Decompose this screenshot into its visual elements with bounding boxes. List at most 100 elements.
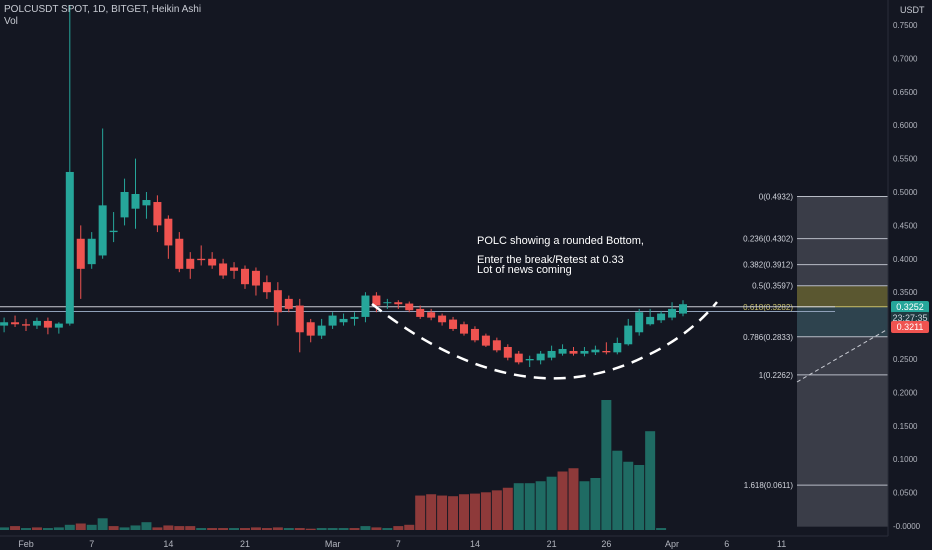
candle-body [43,320,52,328]
fib-label: 0.5(0.3597) [752,282,793,291]
volume-bar [240,528,250,530]
y-tick-label: 0.2000 [893,388,918,397]
candle-body [503,346,512,358]
volume-bar [294,528,305,530]
candle-body [591,349,600,353]
x-tick-label: 6 [724,539,729,549]
candle-body [328,315,337,326]
candle-body [602,350,611,353]
volume-bar [535,481,546,530]
volume-bar [404,524,415,530]
candle-body [295,305,304,333]
volume-bar [491,490,502,530]
volume-bar [568,468,579,530]
y-tick-label: 0.6000 [893,121,918,130]
volume-bar [64,524,75,530]
y-tick-label: 0.3500 [893,288,918,297]
volume-bar [250,527,261,530]
candle-body [22,324,30,326]
candle-body [208,258,217,266]
volume-bar [261,528,272,530]
volume-bar [546,476,557,530]
x-tick-label: 7 [396,539,401,549]
candle-body [372,295,381,306]
volume-bar [360,526,371,530]
volume-bar [316,528,327,530]
candle-body [405,303,414,311]
volume-bar [53,527,64,530]
volume-bar [141,522,152,530]
candle-body [219,263,228,276]
annotation-line-2: Enter the break/Retest at 0.33 [477,254,624,266]
volume-bar [31,527,42,530]
candle-body [657,313,666,321]
volume-bar [437,495,448,530]
volume-bar [426,494,437,530]
volume-bar [97,518,108,530]
y-tick-label: 0.1000 [893,455,918,464]
second-price-tag: 0.3211 [891,321,929,333]
candle-body [394,302,403,305]
volume-bar [612,450,623,530]
candle-body [230,267,239,271]
y-tick-label: 0.6500 [893,88,918,97]
candle-body [613,342,622,353]
candle-body [449,319,458,329]
volume-bar [371,527,382,530]
candle-body [438,315,447,323]
volume-bar [75,523,86,530]
x-tick-label: Apr [665,539,679,549]
y-tick-label: -0.0000 [893,522,921,531]
volume-bar [108,526,119,530]
x-tick-label: 11 [777,539,786,549]
candle-body [492,340,501,351]
candle-body [569,350,578,354]
volume-bar [163,525,174,530]
x-tick-label: 21 [240,539,250,549]
volume-bar [349,528,360,530]
volume-bar [327,528,338,530]
y-tick-label: 0.4500 [893,221,918,230]
volume-bar [524,483,535,530]
candle-body [109,230,118,233]
x-tick-label: 7 [89,539,94,549]
candle-body [416,308,425,317]
candle-body [98,205,107,256]
candle-body [273,290,282,313]
symbol-title[interactable]: POLCUSDT SPOT, 1D, BITGET, Heikin Ashi [4,4,202,15]
candle-body [635,312,644,333]
volume-bar [283,528,294,530]
volume-bar [656,528,667,530]
candle-body [536,353,545,361]
fib-label: 1(0.2262) [759,371,794,380]
fib-label: 0.382(0.3912) [743,261,793,270]
y-tick-label: 0.0500 [893,489,918,498]
volume-bar [502,487,513,530]
fib-label: 0.786(0.2833) [743,333,793,342]
volume-bar [207,528,218,530]
current-price-tag: 0.3252 [891,301,929,313]
x-tick-label: 21 [547,539,557,549]
candle-body [646,316,655,325]
fib-zone-highlight [797,285,888,307]
candle-body [131,194,140,209]
volume-bar [218,528,229,530]
volume-bar [305,528,316,530]
candle-body [317,325,326,336]
volume-bar [393,526,404,530]
fib-zone [797,196,888,527]
candle-body [339,318,348,323]
candle-body [241,268,249,285]
candle-body [153,202,162,226]
candle-body [460,324,468,334]
volume-bar [42,528,53,530]
volume-bar [590,478,601,530]
x-tick-label: 14 [163,539,173,549]
volume-label: Vol [4,16,18,27]
volume-bar [130,525,141,530]
volume-bar [459,494,469,530]
candle-body [361,295,370,317]
fib-label: 0(0.4932) [759,193,794,202]
